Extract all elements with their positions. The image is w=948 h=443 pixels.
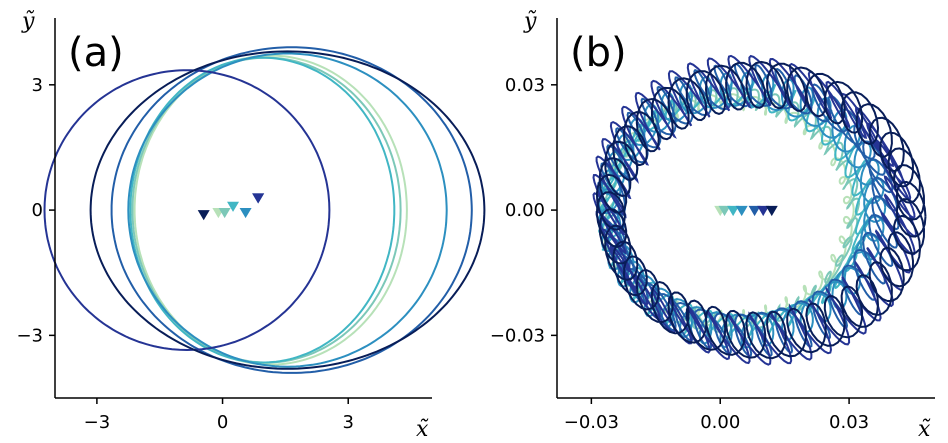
y-tick-label: −3 [16,325,43,346]
series-marker [197,210,210,221]
series-curve [129,56,396,364]
series-marker [218,207,231,219]
x-tick-label: −0.03 [564,412,619,433]
panel-b-xlabel: x̃ [918,417,931,442]
panel-a-label: (a) [68,30,124,76]
series-marker [227,201,240,212]
panel-a-ylabel: ỹ [21,9,35,34]
panel-b-ylabel: ỹ [523,9,537,34]
panel-a-markers [197,193,265,221]
y-tick-label: −0.03 [490,325,545,346]
panel-b: −0.03 0.00 0.03 −0.03 0.00 0.03 (b) x̃ ỹ [490,9,935,442]
panel-a-ticks: −3 0 3 −3 0 3 [16,75,353,433]
series-marker [735,205,748,217]
series-marker [718,205,731,217]
x-tick-label: −3 [84,412,111,433]
series-marker [757,205,770,217]
panel-a-xlabel: x̃ [416,417,429,442]
series-curve [592,54,918,366]
series-curve [133,54,408,366]
x-tick-label: 0.00 [700,412,740,433]
series-marker [765,205,778,217]
panel-b-label: (b) [570,30,627,76]
y-tick-label: 0.00 [505,200,545,221]
series-marker [727,205,740,217]
y-tick-label: 3 [32,75,43,96]
panel-a: −3 0 3 −3 0 3 (a) x̃ ỹ [16,9,486,442]
x-tick-label: 3 [342,412,353,433]
panel-b-curves [592,54,927,366]
series-curve [89,50,486,370]
series-curve [43,69,331,352]
panel-b-markers [714,205,778,217]
y-tick-label: 0 [32,200,43,221]
series-curve [110,46,473,374]
series-curve [595,60,927,360]
panel-b-ticks: −0.03 0.00 0.03 −0.03 0.00 0.03 [490,75,869,433]
series-marker [748,205,761,217]
x-tick-label: 0.03 [829,412,869,433]
y-tick-label: 0.03 [505,75,545,96]
x-tick-label: 0 [217,412,228,433]
series-curve [127,52,448,368]
series-curve [131,56,402,364]
panel-a-curves [43,46,486,374]
series-marker [252,193,265,204]
series-marker [239,207,252,219]
